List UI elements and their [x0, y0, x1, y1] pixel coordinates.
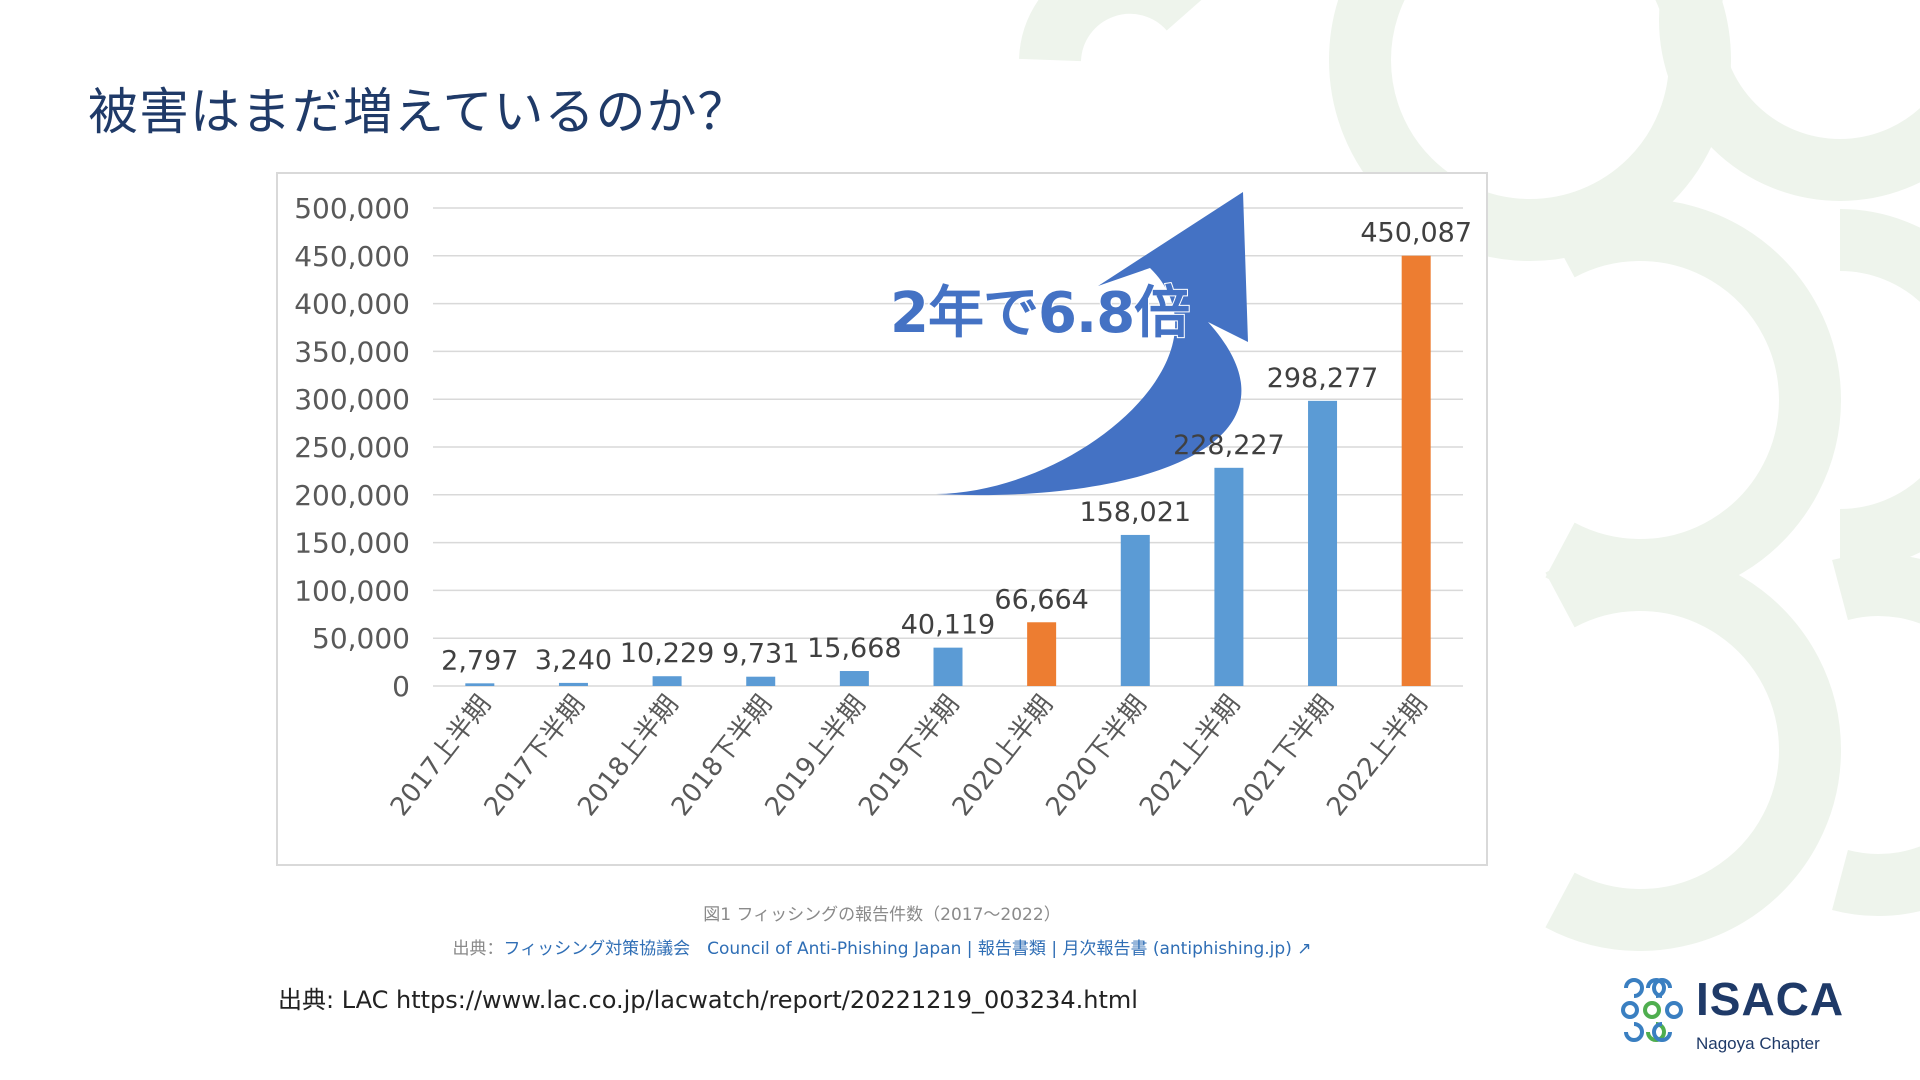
- data-label: 2,797: [441, 645, 518, 676]
- external-link-icon[interactable]: ↗: [1297, 939, 1312, 959]
- figure-caption: 図1 フィッシングの報告件数（2017〜2022）: [703, 905, 1061, 925]
- figure-source-link[interactable]: フィッシング対策協議会 Council of Anti-Phishing Jap…: [503, 939, 1292, 959]
- data-label: 15,668: [807, 633, 901, 664]
- bar: [1401, 255, 1431, 686]
- data-label: 158,021: [1079, 497, 1191, 528]
- annotation-label: 2年で6.8倍: [890, 281, 1189, 346]
- figure-source-prefix: 出典：: [452, 939, 504, 959]
- growth-arrow: [936, 192, 1248, 496]
- y-tick-label: 50,000: [312, 622, 410, 655]
- y-tick-label: 200,000: [294, 479, 410, 512]
- logo-name: ISACA: [1696, 973, 1845, 1025]
- bar: [558, 682, 588, 686]
- bar: [1308, 400, 1338, 686]
- bar: [1120, 534, 1150, 686]
- y-tick-label: 0: [392, 670, 410, 703]
- y-tick-label: 250,000: [294, 431, 410, 464]
- y-tick-label: 100,000: [294, 574, 410, 607]
- y-tick-label: 150,000: [294, 527, 410, 560]
- bar: [465, 683, 495, 686]
- data-label: 228,227: [1173, 430, 1285, 461]
- data-label: 40,119: [901, 610, 995, 641]
- logo-chapter: Nagoya Chapter: [1696, 1034, 1820, 1053]
- figure-source: 出典：フィッシング対策協議会 Council of Anti-Phishing …: [276, 934, 1488, 959]
- bar: [839, 671, 869, 686]
- bar: [1214, 467, 1244, 686]
- y-tick-label: 500,000: [294, 192, 410, 225]
- y-tick-label: 450,000: [294, 240, 410, 273]
- data-label: 298,277: [1267, 363, 1379, 394]
- source-citation: 出典: LAC https://www.lac.co.jp/lacwatch/r…: [278, 986, 1138, 1014]
- bar: [933, 647, 963, 686]
- bar-chart: 0 50,000 100,000 150,000 200,000 250,000 300,0…: [294, 192, 1472, 822]
- data-label: 9,731: [722, 639, 799, 670]
- chart-frame: 0 50,000 100,000 150,000 200,000 250,000 300,0…: [276, 172, 1488, 866]
- y-tick-label: 350,000: [294, 335, 410, 368]
- y-tick-label: 300,000: [294, 383, 410, 416]
- isaca-logo: ISACA Nagoya Chapter: [1618, 972, 1858, 1062]
- bar: [1027, 622, 1057, 686]
- data-label: 66,664: [994, 584, 1088, 615]
- y-tick-label: 400,000: [294, 288, 410, 321]
- data-label: 10,229: [620, 638, 714, 669]
- slide-title: 被害はまだ増えているのか？: [88, 83, 749, 141]
- bar: [746, 676, 776, 686]
- data-label: 3,240: [535, 645, 612, 676]
- data-label: 450,087: [1360, 218, 1472, 249]
- logo-mark-icon: [1621, 978, 1683, 1042]
- bar: [652, 676, 682, 686]
